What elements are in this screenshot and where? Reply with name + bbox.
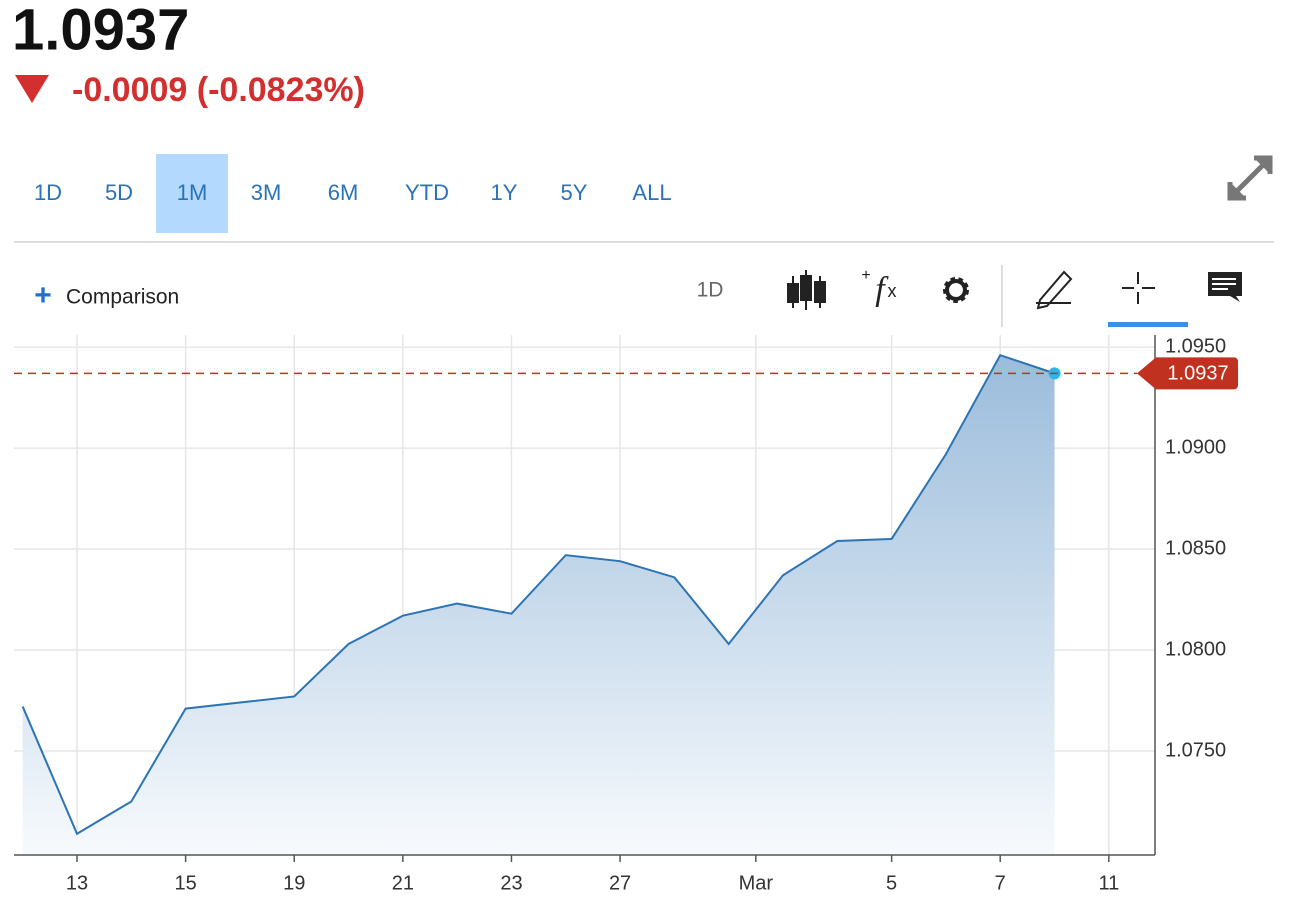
y-tick-label: 1.0800 bbox=[1165, 638, 1226, 660]
range-tab[interactable]: 6M bbox=[328, 180, 359, 205]
x-tick-label: 21 bbox=[392, 872, 414, 894]
x-tick-label: 7 bbox=[995, 872, 1006, 894]
x-tick-label: 11 bbox=[1098, 872, 1119, 894]
price-tag bbox=[1137, 357, 1238, 390]
comparison-button[interactable]: + Comparison bbox=[34, 279, 179, 312]
interval[interactable]: 1D bbox=[697, 279, 724, 302]
price-tag-label: 1.0937 bbox=[1167, 363, 1228, 385]
range-tab[interactable]: 1M bbox=[177, 180, 208, 205]
price-line bbox=[21, 353, 1055, 836]
comment-icon[interactable] bbox=[1208, 272, 1242, 302]
range-tab[interactable]: 3M bbox=[251, 180, 282, 205]
settings-icon[interactable] bbox=[943, 277, 969, 303]
range-tab[interactable]: 5Y bbox=[561, 180, 588, 205]
x-tick-label: 19 bbox=[283, 872, 305, 894]
change: -0.0009 (-0.0823%) bbox=[72, 71, 365, 109]
indicator-icon[interactable]: + f x bbox=[861, 267, 896, 308]
comparison-label: Comparison bbox=[66, 286, 179, 309]
x-tick-label: 23 bbox=[500, 872, 522, 894]
crosshair-icon[interactable] bbox=[1122, 272, 1155, 304]
y-tick-label: 1.0850 bbox=[1165, 537, 1226, 559]
y-tick-label: 1.0750 bbox=[1165, 739, 1226, 761]
range-tab[interactable]: 5D bbox=[105, 180, 133, 205]
plus-icon: + bbox=[34, 279, 52, 312]
price: 1.0937 bbox=[12, 0, 189, 62]
svg-text:x: x bbox=[888, 281, 897, 301]
expand-icon[interactable] bbox=[1227, 155, 1273, 201]
range-tabs: 1D 5D 1M 3M 6M YTD 1Y 5Y ALL bbox=[34, 154, 672, 233]
range-tab[interactable]: 1Y bbox=[491, 180, 518, 205]
down-arrow bbox=[15, 75, 49, 103]
candlestick-icon[interactable] bbox=[787, 270, 826, 310]
x-tick-label: 15 bbox=[174, 872, 196, 894]
x-tick-label: Mar bbox=[739, 872, 774, 894]
x-tick-label: 13 bbox=[66, 872, 88, 894]
area-fill bbox=[22, 355, 1055, 855]
draw-icon[interactable] bbox=[1036, 270, 1073, 310]
svg-text:+: + bbox=[861, 267, 870, 284]
range-tab[interactable]: 1D bbox=[34, 180, 62, 205]
y-tick-label: 1.0950 bbox=[1165, 335, 1226, 357]
active-tool-underline bbox=[1108, 322, 1188, 327]
x-tick-label: 5 bbox=[886, 872, 897, 894]
y-tick-label: 1.0900 bbox=[1165, 436, 1226, 458]
selected-tab-bg bbox=[156, 154, 228, 233]
range-tab[interactable]: YTD bbox=[405, 180, 449, 205]
x-tick-label: 27 bbox=[609, 872, 631, 894]
plot: 1.0750 1.0800 1.0850 1.0900 1.0950 13 15 19 21 23… bbox=[14, 335, 1238, 894]
range-tab[interactable]: ALL bbox=[632, 180, 671, 205]
